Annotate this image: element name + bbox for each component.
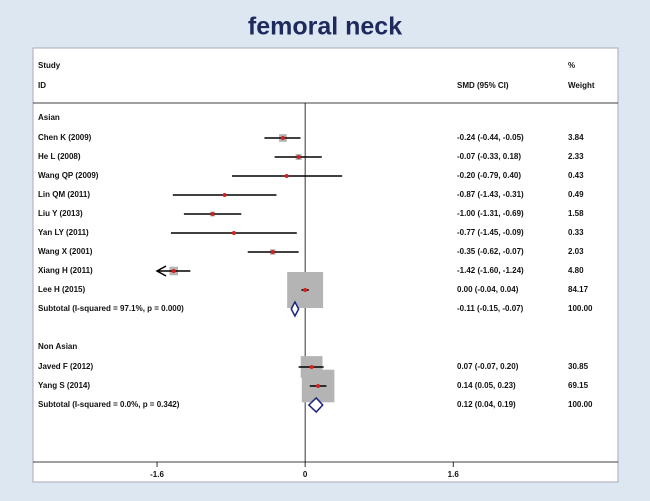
x-tick-label: 1.6	[448, 470, 460, 479]
weight-label: 1.58	[568, 209, 584, 218]
pooled-diamond	[290, 300, 300, 318]
point-estimate	[210, 212, 215, 216]
x-tick-label: -1.6	[150, 470, 164, 479]
header-study: Study	[38, 61, 61, 70]
ci-label: 0.00 (-0.04, 0.04)	[457, 285, 519, 294]
ci-label: -0.87 (-1.43, -0.31)	[457, 190, 524, 199]
x-tick-label: 0	[303, 470, 308, 479]
weight-label: 2.33	[568, 152, 584, 161]
study-label: Javed F (2012)	[38, 362, 93, 371]
point-estimate	[316, 384, 321, 388]
ci-label: -0.07 (-0.33, 0.18)	[457, 152, 521, 161]
weight-label: 84.17	[568, 285, 589, 294]
ci-label: -0.24 (-0.44, -0.05)	[457, 133, 524, 142]
point-estimate	[284, 174, 289, 178]
weight-label: 69.15	[568, 381, 589, 390]
group-label: Asian	[38, 113, 60, 122]
ci-label: 0.14 (0.05, 0.23)	[457, 381, 516, 390]
point-estimate	[303, 288, 308, 292]
chart-title: femoral neck	[248, 13, 402, 41]
weight-label: 0.43	[568, 171, 584, 180]
study-label: Chen K (2009)	[38, 133, 92, 142]
study-label: Lee H (2015)	[38, 285, 85, 294]
weight-label: 100.00	[568, 304, 593, 313]
study-label: Liu Y (2013)	[38, 209, 83, 218]
weight-label: 30.85	[568, 362, 589, 371]
point-estimate	[171, 269, 176, 273]
ci-label: -0.77 (-1.45, -0.09)	[457, 228, 524, 237]
study-label: Wang QP (2009)	[38, 171, 99, 180]
header-pct: %	[568, 61, 575, 70]
ci-label: -0.35 (-0.62, -0.07)	[457, 247, 524, 256]
ci-label: -1.00 (-1.31, -0.69)	[457, 209, 524, 218]
weight-label: 3.84	[568, 133, 584, 142]
ci-label: -1.42 (-1.60, -1.24)	[457, 266, 524, 275]
weight-label: 100.00	[568, 400, 593, 409]
ci-label: 0.07 (-0.07, 0.20)	[457, 362, 519, 371]
header-effect: SMD (95% CI)	[457, 81, 509, 90]
header-weight: Weight	[568, 81, 595, 90]
point-estimate	[296, 155, 301, 159]
weight-label: 0.49	[568, 190, 584, 199]
header-id: ID	[38, 81, 46, 90]
study-label: Lin QM (2011)	[38, 190, 90, 199]
weight-label: 0.33	[568, 228, 584, 237]
study-label: Xiang H (2011)	[38, 266, 93, 275]
study-label: Yang S (2014)	[38, 381, 90, 390]
ci-arrow	[155, 265, 167, 277]
weight-label: 4.80	[568, 266, 584, 275]
subtotal-label: Subtotal (I-squared = 97.1%, p = 0.000)	[38, 304, 184, 313]
point-estimate	[309, 365, 314, 369]
ci-label: -0.11 (-0.15, -0.07)	[457, 304, 524, 313]
study-label: Wang X (2001)	[38, 247, 93, 256]
plot-frame	[32, 47, 619, 483]
group-label: Non Asian	[38, 342, 77, 351]
ci-label: 0.12 (0.04, 0.19)	[457, 400, 516, 409]
weight-label: 2.03	[568, 247, 584, 256]
point-estimate	[280, 136, 285, 140]
point-estimate	[270, 250, 275, 254]
study-label: He L (2008)	[38, 152, 81, 161]
ci-label: -0.20 (-0.79, 0.40)	[457, 171, 521, 180]
pooled-diamond	[307, 396, 324, 414]
point-estimate	[231, 231, 236, 235]
study-label: Yan LY (2011)	[38, 228, 89, 237]
subtotal-label: Subtotal (I-squared = 0.0%, p = 0.342)	[38, 400, 180, 409]
point-estimate	[222, 193, 227, 197]
